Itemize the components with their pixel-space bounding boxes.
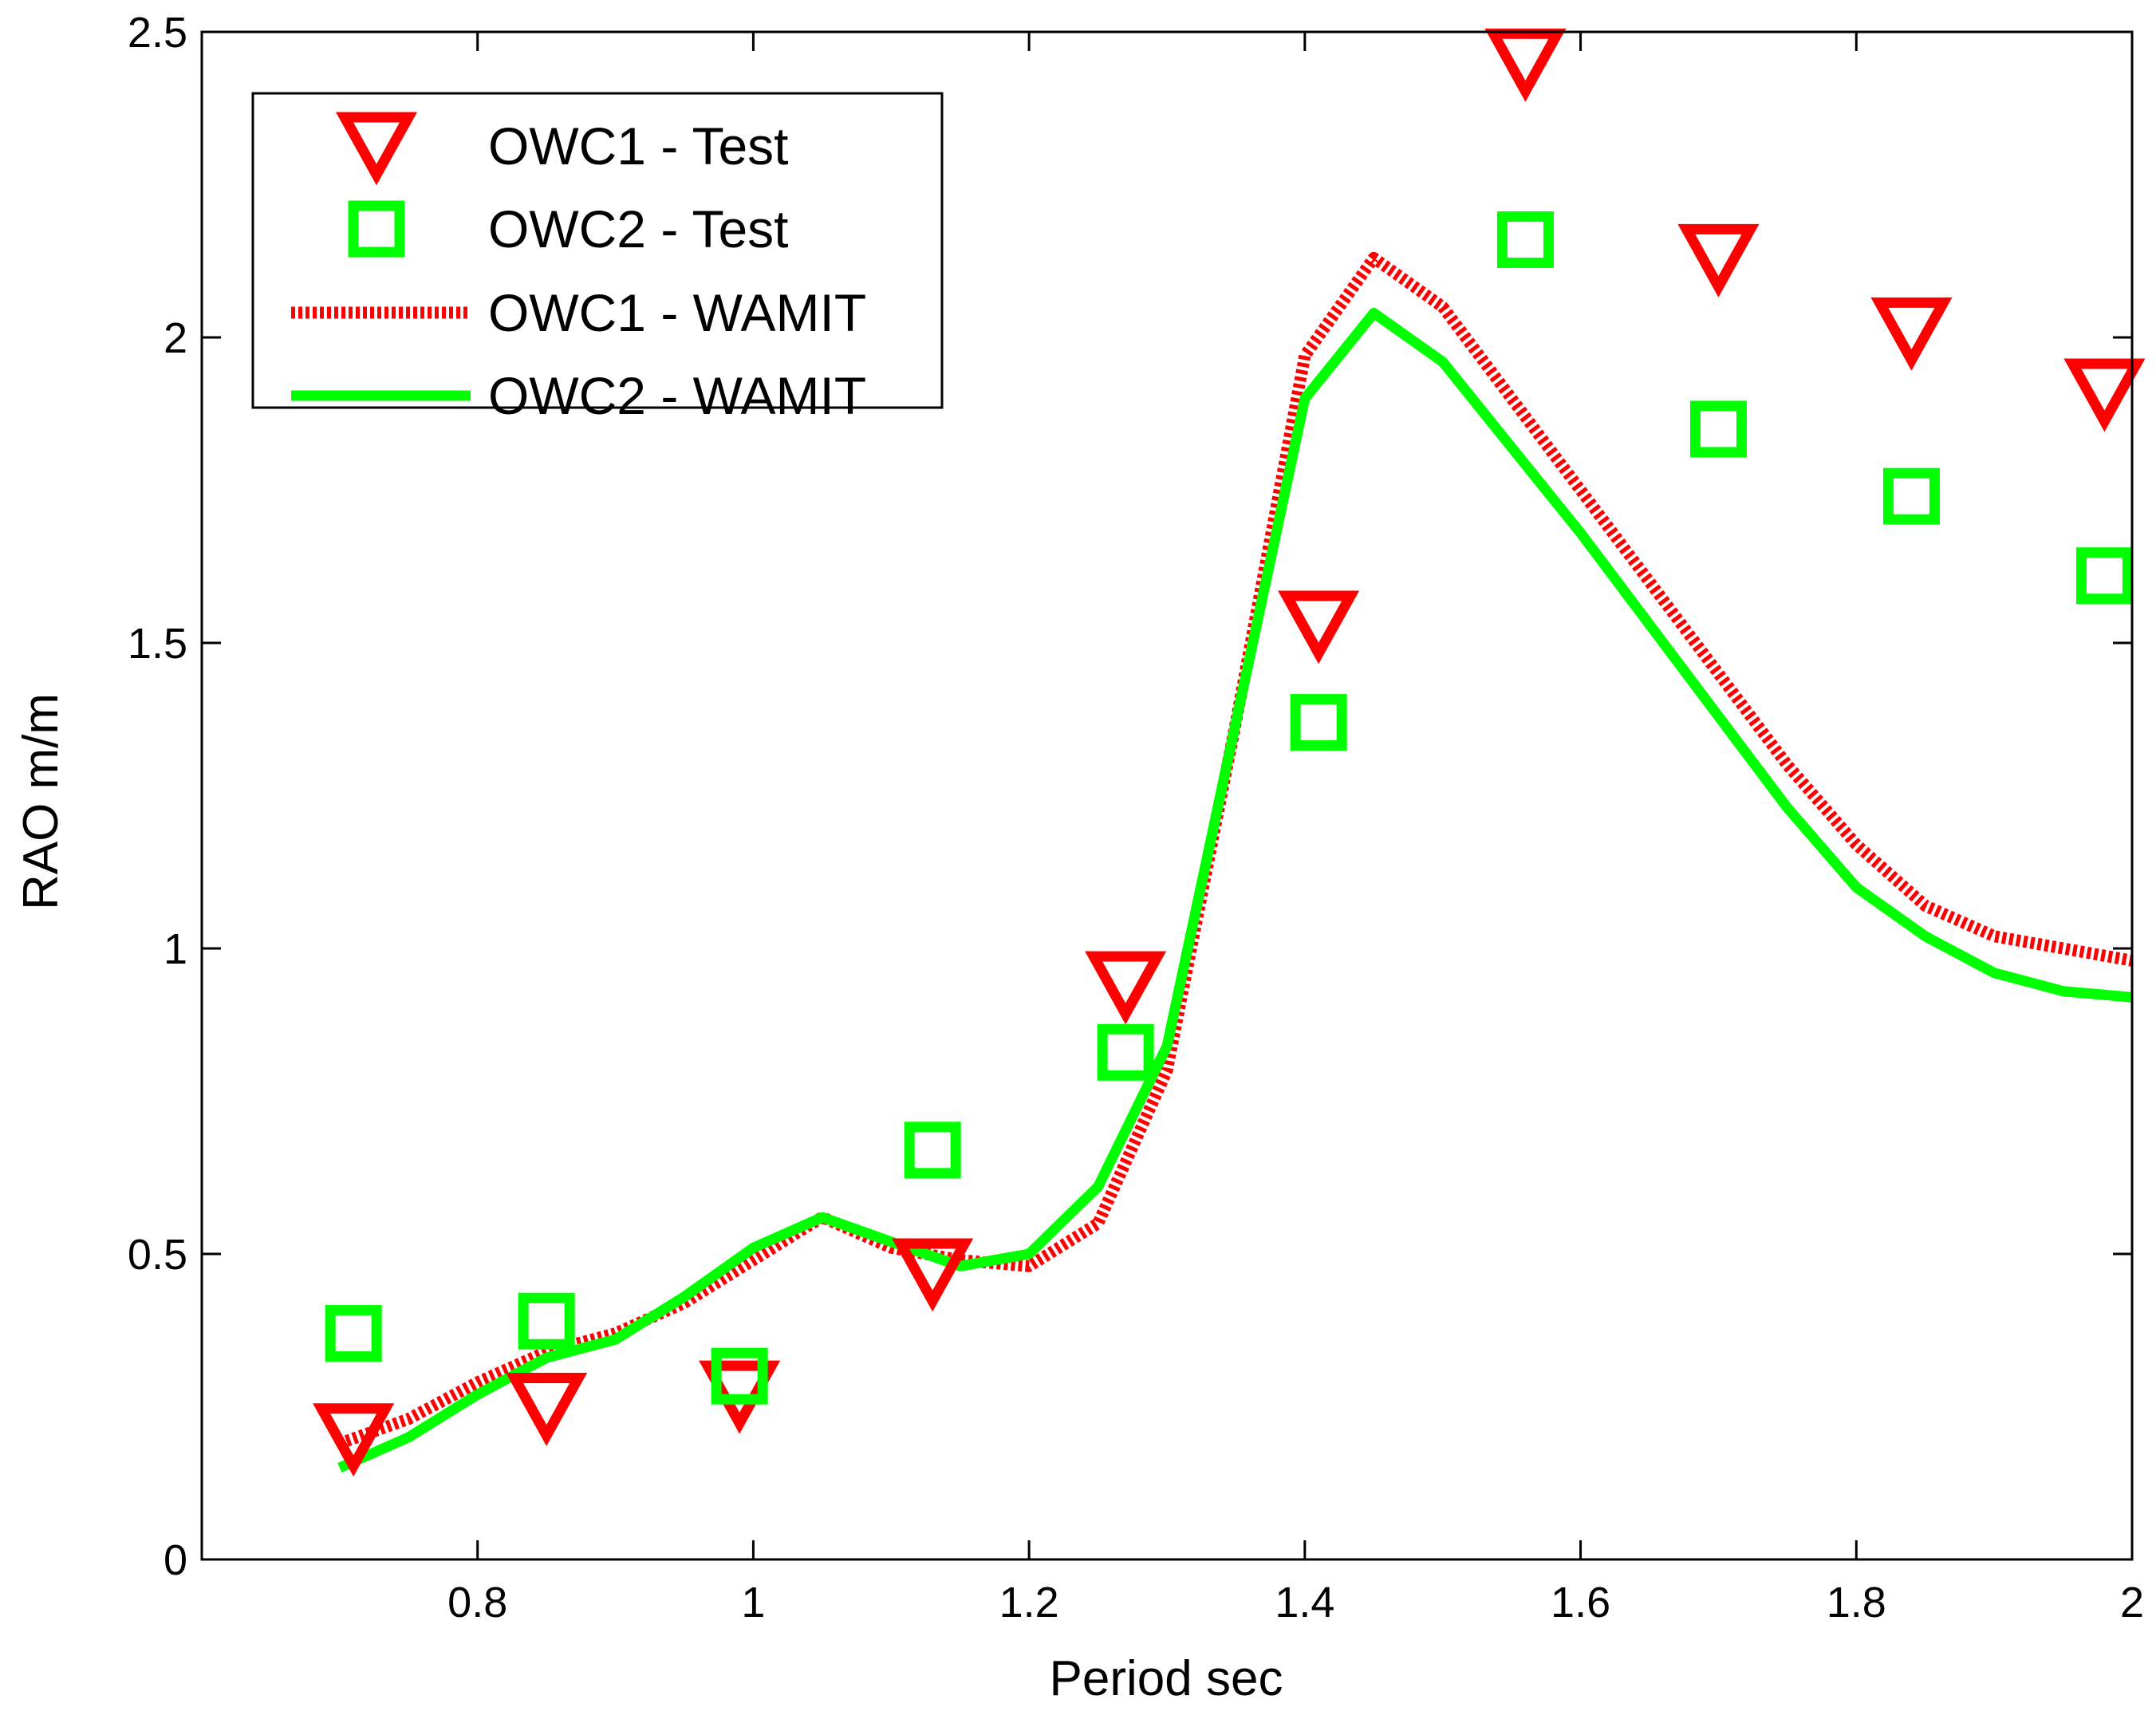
data-point-owc2-test: [1496, 211, 1554, 268]
x-tick-label: 1: [741, 1579, 765, 1626]
x-axis-label: Period sec: [1050, 1651, 1283, 1706]
x-tick-label: 1.8: [1827, 1579, 1886, 1626]
axes-box: [200, 30, 2134, 1561]
plot-area: 0.8 1 1.2 1.4 1.6 1.8 2 0 0.5 1 1.5 2 2.5: [128, 9, 2146, 1626]
legend: OWC1 - Test OWC2 - Test OWC1 - WAMIT OWC2 -…: [251, 92, 944, 425]
data-point-owc2-test: [518, 1292, 575, 1350]
data-point-owc2-test: [1290, 694, 1347, 751]
data-point-owc1-test: [506, 1373, 588, 1446]
data-point-owc1-test: [1677, 223, 1760, 298]
legend-label-owc1-wamit: OWC1 - WAMIT: [488, 283, 866, 342]
data-point-owc1-test: [1870, 297, 1953, 371]
series-line-owc2-wamit: [337, 307, 2133, 1473]
legend-marker-owc2-test: [348, 200, 405, 258]
data-point-owc2-test: [904, 1122, 961, 1179]
data-point-owc1-test: [2063, 358, 2146, 432]
legend-label-owc2-test: OWC2 - Test: [488, 199, 789, 258]
y-tick-label: 1: [164, 925, 187, 973]
data-point-owc2-test: [2075, 547, 2133, 605]
y-tick-label: 0.5: [128, 1231, 187, 1279]
legend-label-owc2-wamit: OWC2 - WAMIT: [488, 366, 866, 425]
data-point-owc1-test: [313, 1403, 395, 1477]
data-point-owc2-test: [325, 1305, 382, 1362]
data-point-owc1-test: [1484, 28, 1567, 102]
data-point-owc1-test: [1278, 590, 1360, 664]
x-tick-label: 2: [2120, 1579, 2144, 1626]
y-tick-label: 2: [164, 314, 187, 362]
x-tick-label: 1.2: [999, 1579, 1059, 1626]
data-point-owc2-test: [1689, 400, 1747, 458]
legend-label-owc1-test: OWC1 - Test: [488, 116, 789, 175]
y-tick-label: 2.5: [128, 9, 187, 57]
data-point-owc1-test: [892, 1238, 974, 1312]
data-point-owc2-test: [1882, 467, 1940, 525]
y-tick-label: 0: [164, 1536, 187, 1584]
legend-marker-owc1-test: [335, 112, 418, 186]
data-point-owc1-test: [1085, 951, 1167, 1025]
y-axis-label: RAO m/m: [14, 693, 69, 910]
x-tick-label: 1.4: [1275, 1579, 1334, 1626]
data-point-owc2-test: [711, 1347, 768, 1405]
y-tick-label: 1.5: [128, 620, 187, 668]
x-tick-label: 0.8: [447, 1579, 507, 1626]
x-tick-label: 1.6: [1551, 1579, 1610, 1626]
data-point-owc2-test: [1097, 1023, 1154, 1081]
